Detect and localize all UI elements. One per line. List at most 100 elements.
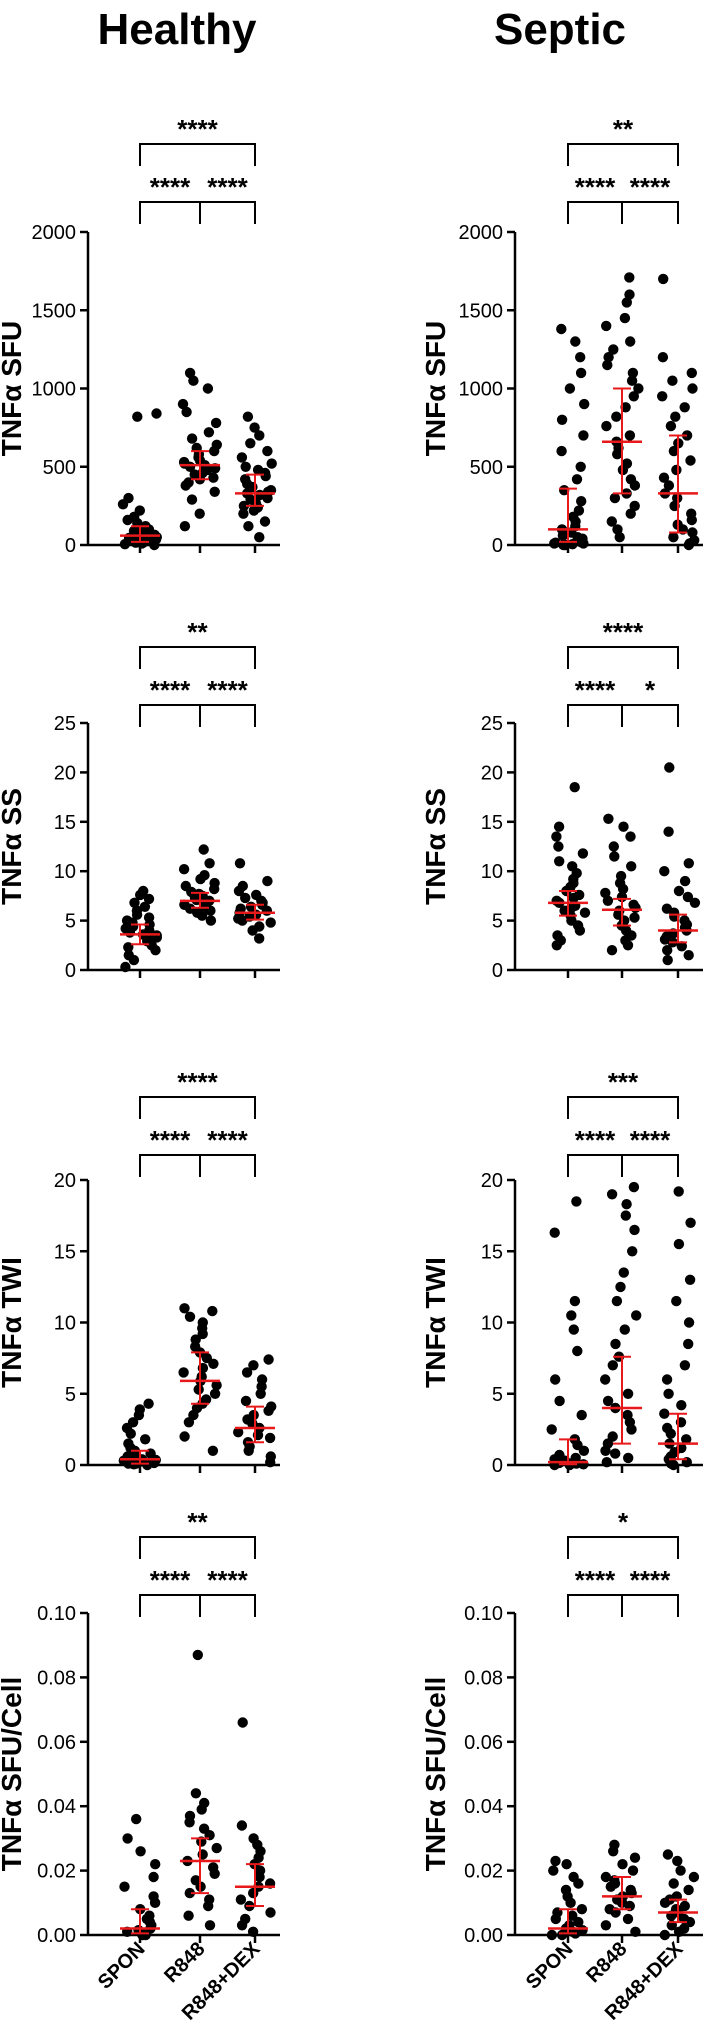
data-point	[211, 1380, 222, 1391]
data-point	[556, 323, 567, 335]
data-point	[550, 1855, 561, 1867]
data-point	[186, 433, 198, 444]
significance-label: ****	[150, 172, 191, 202]
data-point	[548, 1865, 559, 1876]
data-point	[664, 762, 675, 773]
data-point	[150, 1859, 161, 1870]
data-point	[204, 1894, 215, 1905]
data-point	[198, 1823, 210, 1834]
significance-label: ****	[575, 675, 616, 705]
data-point	[183, 1910, 194, 1921]
significance-label: ****	[630, 172, 671, 202]
data-point	[209, 486, 220, 497]
data-point	[131, 1813, 142, 1825]
data-point	[178, 864, 190, 875]
data-point	[561, 1859, 572, 1870]
data-point	[662, 1849, 674, 1860]
data-point	[207, 1305, 218, 1317]
data-point	[661, 1374, 673, 1385]
y-tick-label: 20	[481, 1170, 503, 1192]
data-point	[131, 905, 143, 916]
data-point	[685, 455, 696, 466]
data-point	[626, 861, 637, 872]
data-point	[628, 1181, 640, 1193]
data-point	[238, 500, 250, 512]
data-point	[625, 508, 636, 519]
y-tick-label: 500	[470, 457, 503, 479]
significance-bracket	[139, 143, 256, 166]
y-tick-label: 0.04	[37, 1796, 76, 1818]
panel-healthy-3: 0 5 10 15 20 TNFα TWI **** **** ****	[0, 1067, 280, 1477]
y-tick-label: 0.02	[464, 1861, 503, 1883]
data-point	[602, 1395, 614, 1407]
data-point	[600, 1374, 611, 1385]
data-point	[568, 1871, 579, 1883]
data-point	[236, 452, 248, 463]
data-point	[606, 516, 617, 527]
data-point	[621, 1199, 632, 1210]
y-tick-label: 10	[54, 1313, 76, 1335]
data-point	[254, 921, 265, 932]
y-tick-label: 1000	[32, 379, 77, 401]
data-point	[264, 1432, 276, 1444]
data-point	[148, 1871, 159, 1883]
significance-label: ****	[207, 1565, 248, 1595]
x-category-label: SPON	[94, 1938, 150, 1994]
data-point	[601, 1457, 612, 1468]
significance-bracket	[199, 1594, 256, 1617]
data-point	[625, 831, 636, 842]
data-point	[679, 1360, 691, 1371]
y-axis-label: TNFα SS	[0, 788, 27, 905]
data-point	[134, 1404, 145, 1415]
data-point	[190, 1788, 202, 1799]
data-point	[550, 537, 561, 548]
data-point	[661, 903, 673, 914]
data-point	[568, 1324, 579, 1335]
y-axis-label: TNFα SFU/Cell	[0, 1677, 27, 1872]
data-point	[184, 367, 196, 379]
data-point	[622, 1913, 634, 1925]
data-point	[209, 877, 220, 889]
data-point	[683, 858, 694, 869]
data-point	[570, 1452, 581, 1464]
data-point	[662, 954, 673, 966]
data-point	[610, 1448, 621, 1459]
data-point	[123, 1438, 134, 1449]
data-point	[553, 841, 564, 852]
data-point	[679, 402, 690, 413]
y-tick-label: 0	[65, 1455, 76, 1477]
data-point	[683, 1317, 695, 1328]
panel-healthy-1: 0 500 1000 1500 2000 TNFα SFU **** **** ****	[0, 114, 280, 557]
data-point	[659, 1408, 670, 1419]
data-point	[254, 430, 265, 441]
y-tick-label: 2000	[32, 222, 77, 244]
significance-bracket	[621, 1154, 679, 1177]
data-point	[570, 336, 581, 347]
data-point	[249, 422, 260, 433]
significance-bracket	[567, 1154, 623, 1177]
data-point	[240, 892, 251, 904]
data-point	[119, 1881, 130, 1892]
data-point	[628, 391, 639, 402]
significance-bracket	[567, 1536, 679, 1559]
data-point	[193, 1384, 204, 1395]
data-point	[551, 831, 562, 842]
data-point	[144, 1910, 155, 1921]
data-point	[631, 1310, 642, 1321]
significance-label: ****	[150, 675, 191, 705]
y-tick-label: 20	[54, 1170, 76, 1192]
data-point	[606, 945, 618, 956]
data-point	[685, 1217, 696, 1229]
y-tick-label: 1500	[459, 300, 504, 322]
data-point	[123, 942, 134, 953]
significance-bracket	[199, 704, 256, 727]
y-tick-label: 0.08	[464, 1667, 503, 1689]
data-point	[201, 1352, 212, 1364]
y-tick-label: 0	[492, 960, 503, 982]
data-point	[245, 438, 256, 449]
data-point	[659, 866, 670, 877]
data-point	[579, 907, 591, 918]
data-point	[129, 897, 140, 908]
y-tick-label: 0.00	[464, 1925, 503, 1947]
data-point	[210, 417, 222, 429]
